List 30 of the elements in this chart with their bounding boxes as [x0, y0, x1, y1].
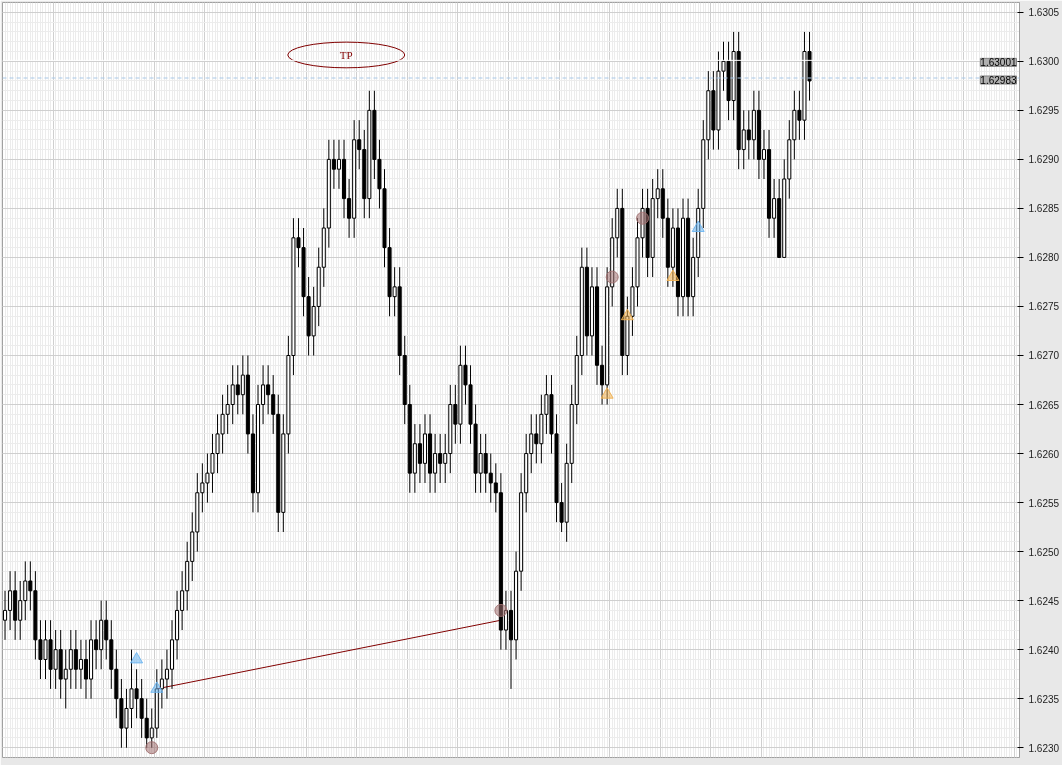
- y-tick-label: 1.6285: [1028, 203, 1060, 215]
- point: [691, 220, 705, 232]
- y-tick-label: 1.6275: [1028, 301, 1060, 313]
- y-tick-label: 1.6280: [1028, 252, 1060, 264]
- point: [494, 603, 508, 617]
- annotation: TP: [339, 48, 353, 61]
- y-tick-label: 1.6240: [1028, 644, 1060, 656]
- y-tick-label: 1.6300: [1028, 56, 1060, 68]
- point: [600, 387, 614, 399]
- y-tick-label: 1.6230: [1028, 742, 1060, 754]
- y-tick-label: 1.6305: [1028, 7, 1060, 19]
- y-tick-label: 1.6245: [1028, 595, 1060, 607]
- y-tick-label: 1.6260: [1028, 448, 1060, 460]
- y-tick-label: 1.6295: [1028, 105, 1060, 117]
- candlestick: [3, 590, 8, 641]
- y-tick-label: 1.6270: [1028, 350, 1060, 362]
- y-tick-label: 1.6235: [1028, 693, 1060, 705]
- point: [130, 652, 144, 664]
- y-tick-label: 1.6250: [1028, 546, 1060, 558]
- ref-line-label: 1.63001: [980, 57, 1017, 69]
- point: [150, 681, 164, 693]
- y-tick-label: 1.6255: [1028, 497, 1060, 509]
- ref-line-label: 1.62983: [980, 75, 1017, 86]
- y-tick-label: 1.6265: [1028, 399, 1060, 411]
- point: [666, 269, 680, 282]
- point: [145, 741, 159, 755]
- point: [636, 211, 650, 225]
- point: [605, 270, 619, 284]
- point: [620, 308, 634, 321]
- y-tick-label: 1.6290: [1028, 154, 1060, 166]
